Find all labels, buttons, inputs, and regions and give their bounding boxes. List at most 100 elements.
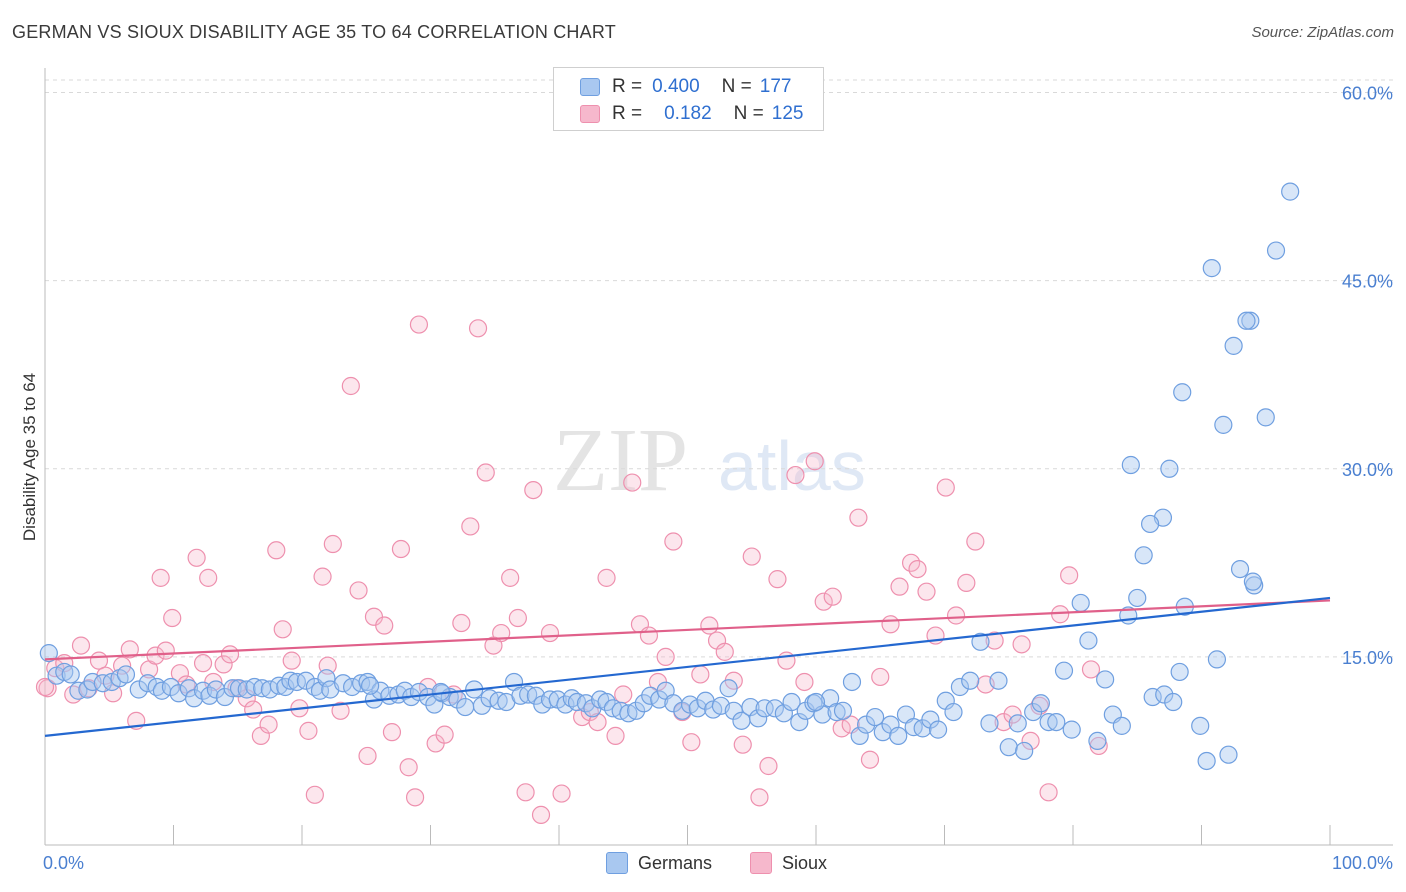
sioux-point (1012, 635, 1031, 654)
german-point (1191, 716, 1210, 735)
german-point (1128, 588, 1147, 608)
watermark-zip: ZIP (553, 411, 688, 510)
sioux-point (501, 568, 520, 587)
sioux-point (1021, 731, 1040, 751)
german-point (961, 671, 980, 690)
german-point (790, 712, 809, 732)
chart-title: GERMAN VS SIOUX DISABILITY AGE 35 TO 64 … (12, 22, 616, 42)
sioux-point (691, 665, 710, 684)
sioux-point (786, 465, 805, 485)
legend-item-sioux: Sioux (750, 852, 827, 874)
german-point (921, 710, 940, 729)
german-point (1164, 692, 1183, 712)
german-point (1054, 661, 1074, 680)
german-point (1121, 455, 1140, 475)
sioux-point (606, 726, 625, 745)
legend-swatch-sioux (750, 852, 772, 874)
sioux-point (664, 532, 683, 551)
x-tick-label: 100.0% (1332, 853, 1393, 873)
sioux-point (220, 645, 240, 664)
german-point (989, 671, 1008, 690)
sioux-point (89, 651, 109, 670)
sioux-point (282, 651, 301, 670)
sioux-point (1060, 566, 1079, 585)
german-point (1079, 631, 1098, 650)
german-point (1039, 712, 1058, 732)
german-point (296, 671, 315, 690)
german-point (1173, 383, 1192, 402)
german-point (138, 674, 157, 693)
sioux-point (871, 667, 890, 687)
sioux-point (476, 463, 495, 482)
sioux-point (597, 568, 616, 587)
german-point (688, 699, 707, 718)
german-point (1241, 311, 1260, 330)
german-point (260, 680, 279, 699)
sioux-point (244, 700, 263, 719)
german-point (116, 665, 136, 684)
x-tick-labels: 0.0% 100.0% (43, 853, 1393, 873)
german-point (950, 677, 970, 697)
sioux-point (273, 620, 292, 639)
sioux-point (890, 577, 909, 596)
sioux-point (199, 568, 218, 587)
german-point (928, 720, 948, 739)
german-point (269, 676, 288, 695)
sioux-point (382, 723, 402, 742)
german-point (1224, 336, 1243, 355)
y-tick-label: 60.0% (1342, 84, 1393, 104)
trend-lines (44, 596, 1331, 737)
watermark: ZIP atlas (553, 411, 866, 510)
correlation-legend: R = 0.400 N = 177 R = 0.182 N = 125 (553, 67, 824, 131)
sioux-point (524, 480, 543, 500)
sioux-point (1003, 705, 1022, 724)
german-point (489, 691, 508, 710)
legend-n-label: N = (733, 103, 764, 124)
legend-swatch-germans (606, 852, 628, 874)
german-point (1266, 241, 1286, 260)
sioux-point (917, 582, 936, 601)
german-point (1062, 720, 1081, 739)
sioux-point (187, 548, 206, 567)
german-point (1008, 714, 1027, 733)
german-point (1015, 741, 1034, 761)
sioux-point (163, 608, 182, 628)
german-point (223, 679, 242, 698)
legend-row-sioux: R = 0.182 N = 125 (580, 101, 803, 127)
grid-lines (45, 79, 1393, 658)
legend-r-value: 0.400 (652, 76, 700, 97)
sioux-point (405, 788, 425, 807)
german-point (1243, 572, 1263, 591)
sioux-point (639, 626, 659, 645)
german-point (1088, 731, 1107, 751)
legend-swatch-sioux (580, 105, 600, 123)
german-point (1071, 593, 1090, 613)
sioux-point (881, 615, 900, 634)
sioux-point (805, 452, 824, 471)
german-point (999, 738, 1018, 757)
sioux-point (71, 636, 91, 655)
sioux-point (323, 534, 342, 554)
german-point (626, 701, 646, 720)
german-point (755, 699, 774, 718)
legend-n-value: 125 (771, 103, 804, 124)
german-point (1112, 716, 1131, 735)
sioux-point (120, 640, 139, 659)
legend-r-label: R = (612, 76, 643, 97)
german-point (1230, 559, 1250, 579)
sioux-point (946, 606, 966, 625)
sioux-point (313, 567, 332, 586)
series-legend: Germans Sioux (0, 852, 1406, 876)
german-point (866, 707, 885, 727)
sioux-point (399, 758, 418, 777)
sioux-point (516, 783, 535, 802)
german-point (1096, 670, 1115, 689)
sioux-point (552, 784, 571, 803)
german-point (229, 679, 249, 698)
x-tick-label: 0.0% (43, 853, 84, 873)
y-tick-label: 30.0% (1342, 460, 1393, 480)
sioux-point (170, 664, 190, 683)
legend-n-label: N = (721, 76, 752, 97)
sioux-point (341, 376, 360, 396)
